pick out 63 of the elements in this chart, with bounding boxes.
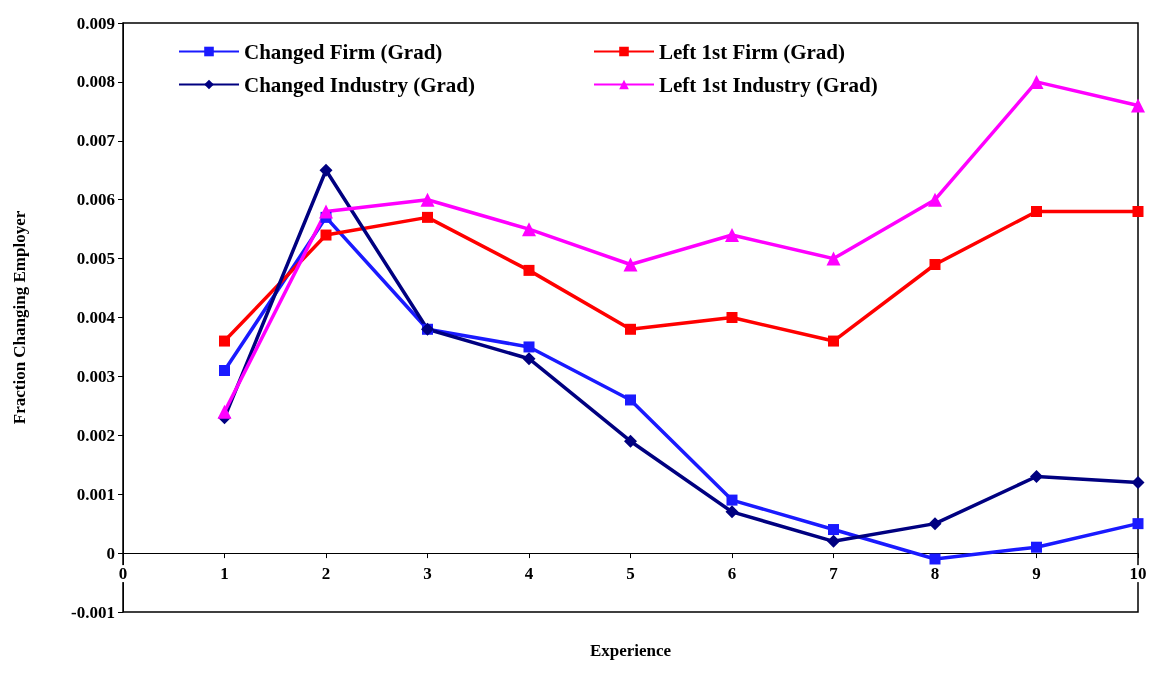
x-tick-label: 7 [829, 564, 839, 584]
legend-label: Left 1st Industry (Grad) [659, 72, 878, 97]
point [725, 228, 739, 243]
point [319, 204, 333, 219]
point [219, 365, 230, 377]
point [420, 192, 435, 207]
point [219, 335, 230, 347]
point [523, 264, 535, 276]
point [319, 163, 333, 177]
point [523, 341, 535, 353]
y-tick-label: 0.006 [76, 190, 115, 210]
point [1031, 205, 1042, 217]
y-tick-label: -0.001 [71, 602, 115, 622]
y-axis-title: Fraction Changing Employer [10, 210, 29, 425]
point [522, 222, 536, 237]
legend-label: Changed Firm (Grad) [244, 39, 443, 64]
point [624, 434, 637, 448]
x-tick-label: 1 [220, 564, 229, 584]
point [1030, 470, 1043, 484]
point [625, 394, 636, 406]
x-tick-label: 4 [524, 564, 534, 584]
point [1132, 205, 1144, 217]
point [827, 534, 840, 548]
point [623, 257, 638, 272]
x-tick-label: 9 [1032, 564, 1041, 584]
point [217, 404, 232, 419]
y-tick-label: 0.004 [76, 308, 116, 327]
y-tick-label: 0.003 [76, 366, 115, 386]
point [929, 258, 941, 270]
point [725, 505, 739, 519]
point [1132, 518, 1144, 530]
x-tick-label: 8 [930, 564, 940, 584]
x-tick-label: 3 [423, 564, 432, 584]
y-tick-label: 0.002 [76, 425, 115, 445]
point [625, 323, 636, 335]
point [1131, 98, 1145, 113]
legend-label: Changed Industry (Grad) [244, 72, 476, 97]
point [726, 494, 738, 506]
x-tick-label: 5 [626, 564, 635, 584]
point [828, 335, 839, 347]
y-tick-label: 0.005 [76, 249, 115, 269]
point [928, 192, 942, 207]
x-axis-title: Experience [589, 641, 672, 660]
x-tick-label: 10 [1129, 564, 1147, 584]
y-tick-label: 0.001 [76, 484, 115, 504]
point [826, 251, 841, 266]
point [320, 229, 332, 241]
point [1031, 541, 1042, 553]
point [828, 524, 839, 536]
y-tick-label: 0.009 [76, 13, 115, 33]
point [929, 553, 941, 565]
x-tick-label: 2 [321, 564, 331, 584]
x-tick-label: 6 [727, 564, 737, 584]
point [928, 517, 942, 531]
point [522, 352, 536, 366]
point [726, 312, 738, 323]
point [1029, 74, 1044, 89]
y-tick-label: 0.007 [76, 131, 116, 151]
y-tick-label: 0.008 [76, 72, 115, 92]
y-tick-label: 0 [106, 543, 115, 563]
point [422, 211, 433, 223]
point [1131, 475, 1145, 489]
legend-label: Left 1st Firm (Grad) [659, 39, 846, 64]
